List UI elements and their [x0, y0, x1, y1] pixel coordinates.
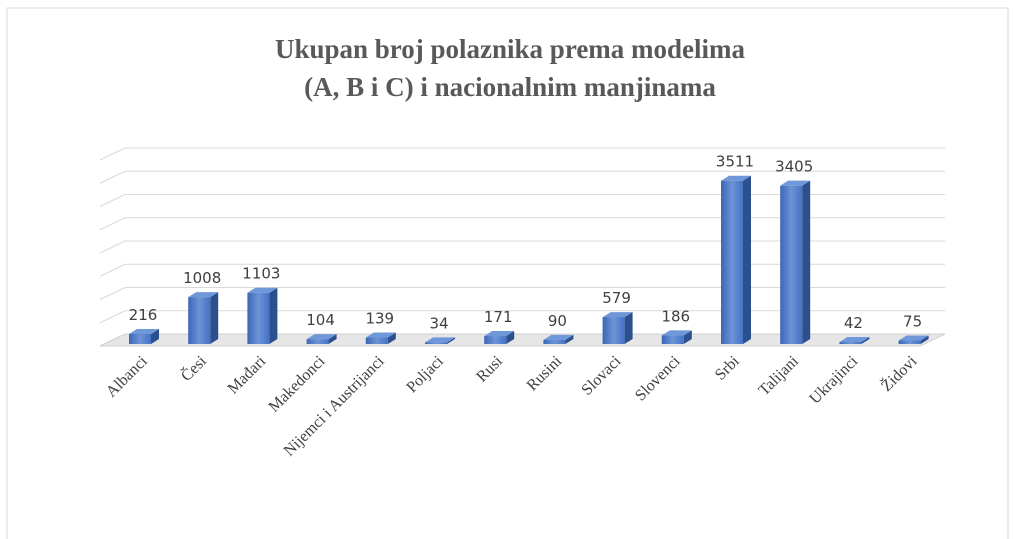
bar — [425, 337, 455, 344]
data-label: 90 — [548, 312, 567, 330]
data-label: 104 — [306, 311, 335, 329]
chart-title: (A, B i C) i nacionalnim manjinama — [304, 72, 716, 102]
bar-face — [210, 292, 219, 344]
bar-face — [743, 175, 751, 344]
bar-face — [602, 312, 633, 318]
bar-face — [328, 334, 337, 344]
bar — [780, 180, 811, 344]
chart-border — [6, 7, 1009, 539]
bar — [661, 330, 692, 344]
bar — [721, 175, 751, 344]
bar-face — [129, 328, 159, 334]
bar — [602, 312, 633, 344]
bar-face — [624, 312, 633, 344]
bar-face — [129, 333, 151, 344]
bar-face — [247, 292, 270, 344]
data-label: 3405 — [775, 158, 813, 176]
grid-line — [99, 217, 945, 231]
bar — [543, 334, 574, 344]
bar-face — [602, 317, 625, 344]
grid-line — [99, 240, 945, 254]
data-label: 42 — [844, 314, 863, 332]
data-label: 34 — [429, 314, 448, 332]
bar-face — [898, 335, 929, 341]
data-label: 186 — [661, 307, 690, 325]
data-label: 579 — [602, 289, 631, 307]
bar-face — [661, 335, 684, 344]
bar-face — [898, 340, 921, 344]
bar — [129, 328, 159, 344]
bar-face — [543, 339, 566, 344]
bar-face — [920, 335, 929, 344]
bar-face — [780, 185, 803, 344]
data-label: 75 — [903, 313, 922, 331]
grid-line — [99, 147, 945, 161]
chart-title: Ukupan broj polaznika prema modelima — [275, 34, 746, 64]
bar-face — [365, 332, 396, 338]
bar-face — [425, 337, 455, 343]
bar-face — [861, 337, 870, 344]
bar-face — [484, 336, 507, 344]
grid-line — [99, 170, 945, 184]
bar — [188, 292, 219, 344]
bar-face — [387, 332, 396, 344]
bar-face — [661, 330, 692, 336]
bar-face — [565, 334, 574, 344]
bar-face — [543, 334, 574, 340]
floor — [99, 333, 946, 347]
bar-face — [780, 180, 811, 186]
bar-face — [506, 331, 515, 344]
bar-face — [721, 175, 751, 181]
data-label: 1103 — [242, 265, 280, 283]
grid-line — [99, 287, 945, 300]
bar — [365, 332, 396, 344]
bar — [306, 334, 337, 344]
bar-face — [425, 342, 447, 344]
bar-face — [188, 292, 219, 298]
bar-face — [188, 297, 211, 344]
bar-face — [306, 334, 337, 340]
data-label: 3511 — [716, 153, 754, 171]
bar — [484, 331, 515, 344]
bar-face — [306, 339, 329, 344]
bar-face — [484, 331, 515, 337]
grid-line — [99, 263, 945, 277]
data-label: 216 — [129, 306, 158, 324]
bar-face — [269, 287, 278, 344]
data-label: 1008 — [183, 269, 221, 287]
grid-line — [99, 194, 945, 207]
bar-face — [365, 337, 388, 344]
bar-face — [721, 180, 743, 344]
bar-face — [802, 180, 811, 344]
bar-face — [247, 287, 278, 293]
data-label: 139 — [365, 310, 394, 328]
bar-face — [151, 328, 159, 344]
bar — [839, 337, 870, 344]
bar — [898, 335, 929, 344]
grid-line — [99, 310, 945, 324]
data-label: 171 — [484, 308, 513, 326]
bar-face — [839, 337, 870, 343]
bar — [247, 287, 278, 344]
bar-face — [839, 342, 862, 344]
bar-face — [683, 330, 692, 344]
bar-face — [447, 337, 455, 344]
